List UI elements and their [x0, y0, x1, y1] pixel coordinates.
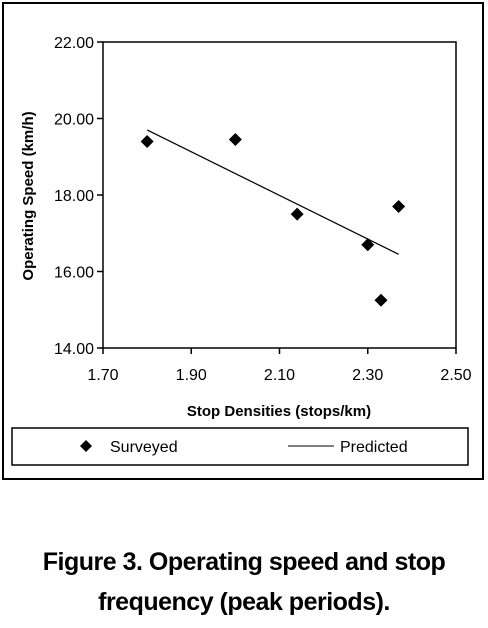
- x-tick-label: 1.70: [87, 367, 118, 384]
- caption-line-2: frequency (peak periods).: [98, 588, 390, 616]
- figure-caption: Figure 3. Operating speed and stop frequ…: [0, 542, 488, 622]
- data-marks: [140, 129, 406, 307]
- y-axis-label: Operating Speed (km/h): [20, 111, 37, 280]
- legend-diamond-marker: [80, 440, 92, 452]
- scatter-chart: 14.00 16.00 18.00 20.00 22.00 1.70 1.90 2.10 2.3…: [11, 35, 472, 466]
- tick-labels: 14.00 16.00 18.00 20.00 22.00 1.70 1.90 2.10 2.3…: [54, 35, 472, 384]
- surveyed-point: [290, 207, 304, 221]
- y-tick-label: 16.00: [54, 265, 94, 282]
- y-tick-label: 14.00: [54, 341, 94, 358]
- legend-label-surveyed: Surveyed: [110, 439, 178, 456]
- surveyed-point: [361, 238, 375, 252]
- x-tick-label: 2.10: [264, 367, 295, 384]
- surveyed-point: [392, 199, 406, 213]
- predicted-trend-line: [146, 129, 399, 255]
- legend-box: [11, 427, 469, 466]
- caption-line-1: Figure 3. Operating speed and stop: [42, 548, 446, 576]
- y-tick-label: 20.00: [54, 112, 94, 129]
- y-tick-label: 22.00: [54, 35, 94, 52]
- y-tick-label: 18.00: [54, 188, 94, 205]
- surveyed-point: [374, 293, 388, 307]
- chart-frame: [2, 2, 484, 480]
- surveyed-point: [228, 133, 242, 147]
- x-tick-label: 2.50: [440, 367, 471, 384]
- x-axis-label: Stop Densities (stops/km): [187, 403, 371, 420]
- legend: Surveyed Predicted: [11, 427, 469, 466]
- x-tick-label: 2.30: [352, 367, 383, 384]
- x-tick-label: 1.90: [176, 367, 207, 384]
- surveyed-point: [140, 134, 154, 148]
- axes: [97, 41, 457, 354]
- legend-label-predicted: Predicted: [340, 439, 408, 456]
